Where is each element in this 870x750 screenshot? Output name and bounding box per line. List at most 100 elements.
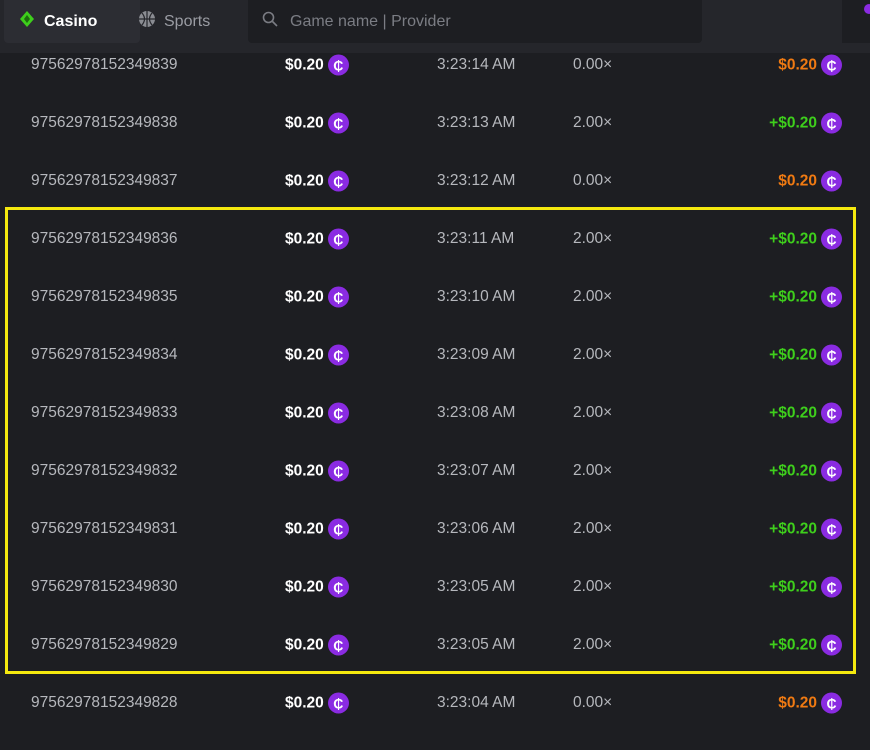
bet-amount-value: $0.20 (285, 520, 324, 537)
bet-time: 3:23:05 AM (437, 636, 516, 653)
coin-icon: ₵ (327, 344, 349, 366)
coin-icon: ₵ (327, 402, 349, 424)
payout-value: +$0.20 (769, 578, 817, 595)
bet-time: 3:23:05 AM (437, 578, 516, 595)
bet-id[interactable]: 97562978152349834 (31, 346, 178, 363)
bet-id[interactable]: 97562978152349828 (31, 694, 178, 711)
bet-id[interactable]: 97562978152349839 (31, 56, 178, 73)
multiplier: 0.00× (573, 694, 613, 711)
coin-icon: ₵ (821, 576, 842, 598)
bet-amount: $0.20 ₵ (285, 286, 349, 308)
basketball-icon (138, 10, 156, 33)
payout-value: +$0.20 (769, 404, 817, 421)
coin-icon: ₵ (327, 112, 349, 134)
bet-id[interactable]: 97562978152349836 (31, 230, 178, 247)
payout: $0.20 ₵ (778, 54, 842, 76)
payout: +$0.20 ₵ (769, 286, 842, 308)
notification-dot (864, 4, 870, 14)
payout: +$0.20 ₵ (769, 460, 842, 482)
bet-history-list: 97562978152349839 $0.20 ₵ 3:23:14 AM 0.00… (0, 36, 870, 732)
tab-casino-label: Casino (44, 12, 98, 30)
table-row[interactable]: 97562978152349835 $0.20 ₵ 3:23:10 AM 2.00… (0, 268, 870, 326)
bet-amount-value: $0.20 (285, 694, 324, 711)
bet-id[interactable]: 97562978152349831 (31, 520, 178, 537)
coin-icon: ₵ (327, 692, 349, 714)
payout-value: +$0.20 (769, 462, 817, 479)
payout-value: +$0.20 (769, 636, 817, 653)
multiplier: 2.00× (573, 288, 613, 305)
table-row[interactable]: 97562978152349836 $0.20 ₵ 3:23:11 AM 2.00… (0, 210, 870, 268)
table-row[interactable]: 97562978152349834 $0.20 ₵ 3:23:09 AM 2.00… (0, 326, 870, 384)
multiplier: 2.00× (573, 578, 613, 595)
coin-icon: ₵ (821, 112, 842, 134)
table-row[interactable]: 97562978152349829 $0.20 ₵ 3:23:05 AM 2.00… (0, 616, 870, 674)
bet-amount-value: $0.20 (285, 288, 324, 305)
coin-icon: ₵ (327, 286, 349, 308)
bet-time: 3:23:13 AM (437, 114, 516, 131)
table-row[interactable]: 97562978152349839 $0.20 ₵ 3:23:14 AM 0.00… (0, 36, 870, 94)
bet-id[interactable]: 97562978152349830 (31, 578, 178, 595)
bet-time: 3:23:14 AM (437, 56, 516, 73)
multiplier: 2.00× (573, 520, 613, 537)
table-row[interactable]: 97562978152349838 $0.20 ₵ 3:23:13 AM 2.00… (0, 94, 870, 152)
bet-amount: $0.20 ₵ (285, 576, 349, 598)
coin-icon: ₵ (327, 170, 349, 192)
bet-time: 3:23:10 AM (437, 288, 516, 305)
payout-value: +$0.20 (769, 346, 817, 363)
table-row[interactable]: 97562978152349828 $0.20 ₵ 3:23:04 AM 0.00… (0, 674, 870, 732)
payout: +$0.20 ₵ (769, 228, 842, 250)
table-row[interactable]: 97562978152349837 $0.20 ₵ 3:23:12 AM 0.00… (0, 152, 870, 210)
table-row[interactable]: 97562978152349833 $0.20 ₵ 3:23:08 AM 2.00… (0, 384, 870, 442)
bet-amount: $0.20 ₵ (285, 344, 349, 366)
bet-id[interactable]: 97562978152349838 (31, 114, 178, 131)
multiplier: 2.00× (573, 346, 613, 363)
tab-casino[interactable]: Casino (4, 0, 140, 43)
table-row[interactable]: 97562978152349831 $0.20 ₵ 3:23:06 AM 2.00… (0, 500, 870, 558)
bet-amount-value: $0.20 (285, 172, 324, 189)
multiplier: 0.00× (573, 56, 613, 73)
bet-amount-value: $0.20 (285, 56, 324, 73)
bet-amount: $0.20 ₵ (285, 170, 349, 192)
bet-id[interactable]: 97562978152349829 (31, 636, 178, 653)
multiplier: 2.00× (573, 404, 613, 421)
bet-amount: $0.20 ₵ (285, 402, 349, 424)
payout: +$0.20 ₵ (769, 344, 842, 366)
bet-amount-value: $0.20 (285, 578, 324, 595)
bet-amount: $0.20 ₵ (285, 518, 349, 540)
payout: $0.20 ₵ (778, 692, 842, 714)
bet-time: 3:23:06 AM (437, 520, 516, 537)
table-row[interactable]: 97562978152349830 $0.20 ₵ 3:23:05 AM 2.00… (0, 558, 870, 616)
coin-icon: ₵ (821, 692, 842, 714)
bet-amount-value: $0.20 (285, 114, 324, 131)
coin-icon: ₵ (821, 634, 842, 656)
tab-sports[interactable]: Sports (138, 0, 210, 43)
payout: $0.20 ₵ (778, 170, 842, 192)
bet-id[interactable]: 97562978152349833 (31, 404, 178, 421)
search-icon (262, 11, 278, 32)
coin-icon: ₵ (327, 518, 349, 540)
payout-value: +$0.20 (769, 230, 817, 247)
bet-amount-value: $0.20 (285, 346, 324, 363)
bet-amount-value: $0.20 (285, 230, 324, 247)
coin-icon: ₵ (821, 518, 842, 540)
casino-icon (18, 10, 36, 33)
search-input[interactable]: Game name | Provider (248, 0, 702, 43)
coin-icon: ₵ (821, 170, 842, 192)
table-row[interactable]: 97562978152349832 $0.20 ₵ 3:23:07 AM 2.00… (0, 442, 870, 500)
multiplier: 2.00× (573, 114, 613, 131)
bet-time: 3:23:04 AM (437, 694, 516, 711)
tab-sports-label: Sports (164, 12, 211, 30)
payout: +$0.20 ₵ (769, 634, 842, 656)
coin-icon: ₵ (821, 228, 842, 250)
multiplier: 2.00× (573, 462, 613, 479)
bet-id[interactable]: 97562978152349835 (31, 288, 178, 305)
coin-icon: ₵ (327, 634, 349, 656)
bet-id[interactable]: 97562978152349832 (31, 462, 178, 479)
coin-icon: ₵ (327, 460, 349, 482)
bet-id[interactable]: 97562978152349837 (31, 172, 178, 189)
coin-icon: ₵ (821, 460, 842, 482)
payout-value: $0.20 (778, 694, 817, 711)
bet-amount: $0.20 ₵ (285, 54, 349, 76)
bet-amount-value: $0.20 (285, 636, 324, 653)
bet-amount: $0.20 ₵ (285, 692, 349, 714)
